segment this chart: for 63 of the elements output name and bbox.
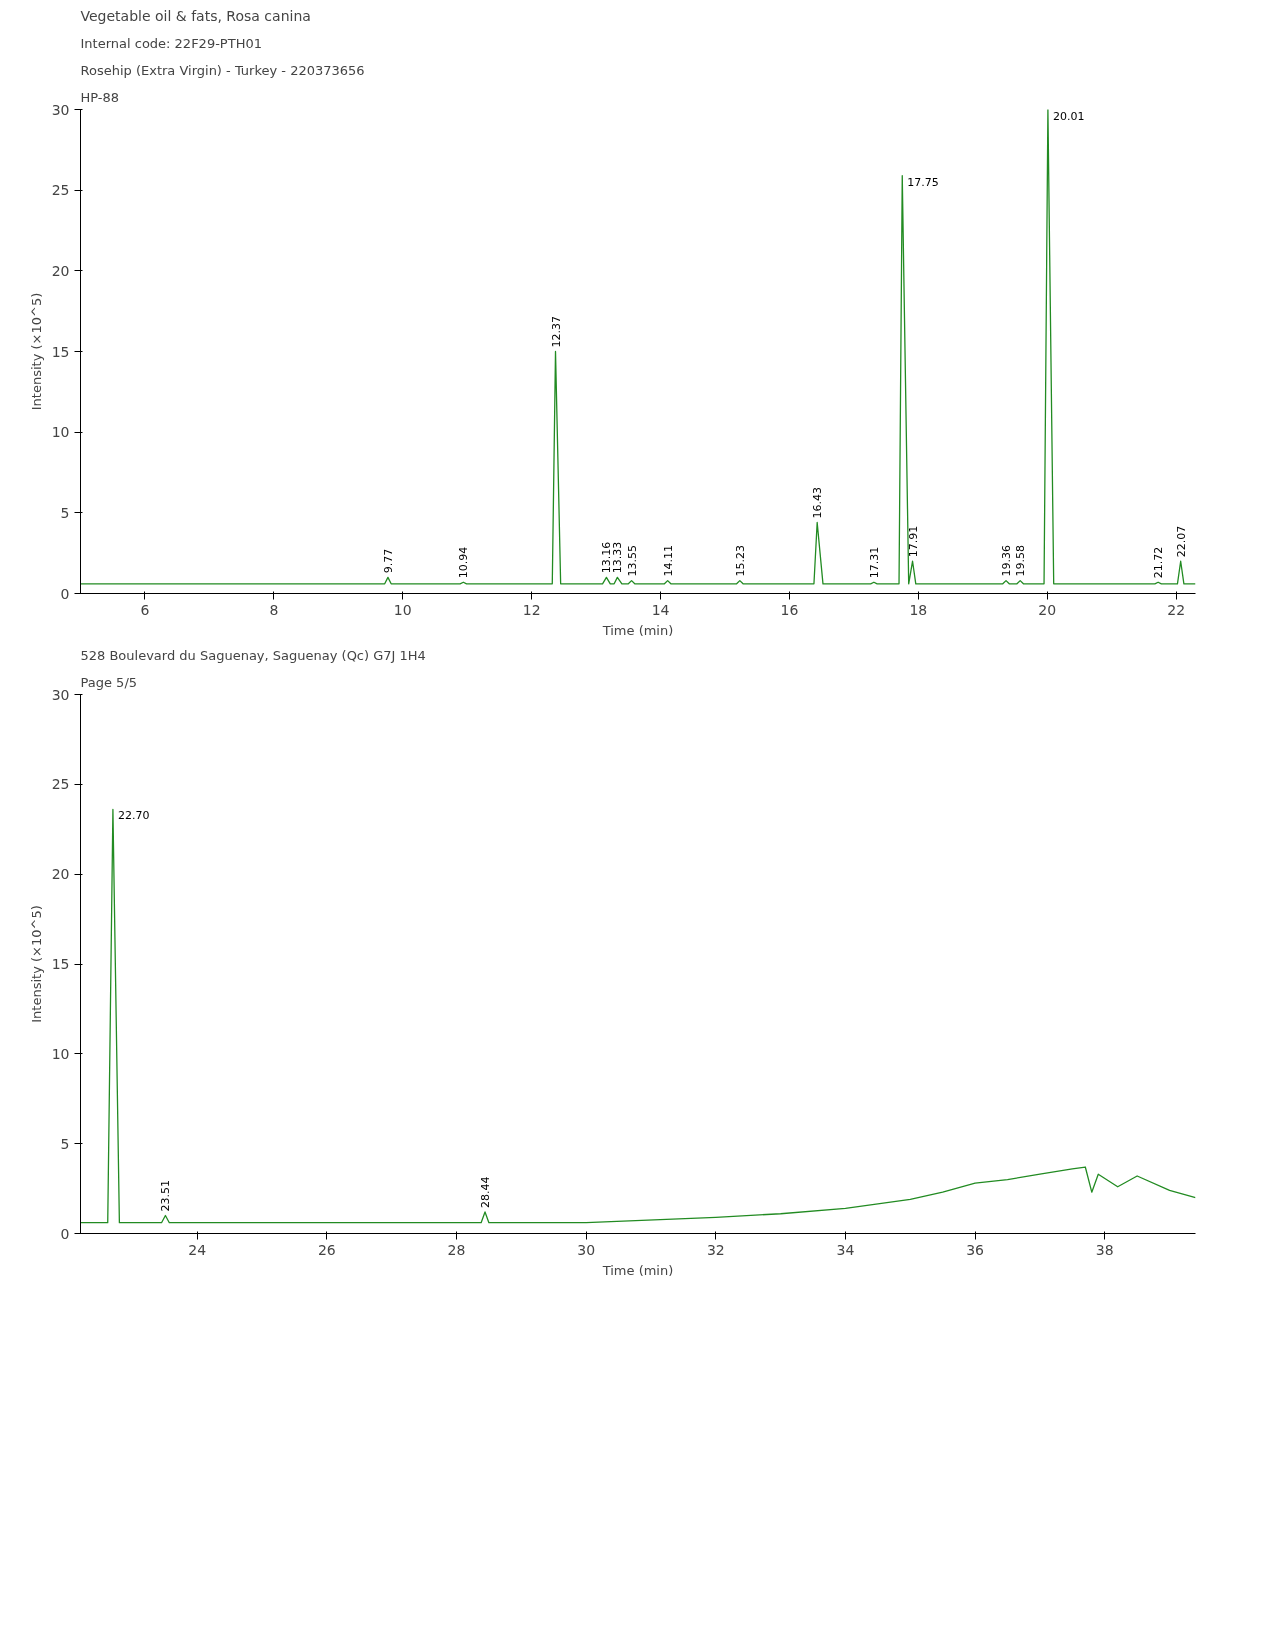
line-series (80, 109, 1196, 585)
x-tick-label: 22 (1167, 601, 1186, 618)
x-tick-label: 38 (1095, 1241, 1114, 1258)
y-tick-label: 20 (51, 866, 70, 883)
y-tick-label: 25 (51, 776, 70, 793)
text: 528 Boulevard du Saguenay, Saguenay (Qc) G7J 1H4 (80, 647, 426, 663)
x-tick-label: 34 (836, 1241, 855, 1258)
x-tick-label: 28 (447, 1241, 466, 1258)
y-tick-label: 5 (60, 1135, 70, 1152)
x-axis-title: Time (min) (601, 1262, 674, 1278)
x-tick-label: 20 (1038, 601, 1057, 618)
y-tick-label: 5 (60, 504, 70, 521)
x-tick-label: 16 (780, 601, 799, 618)
x-tick-label: 36 (966, 1241, 985, 1258)
y-tick-label: 30 (51, 101, 70, 118)
annotation: 17.31 (867, 546, 881, 579)
annotation: 19.36 (1000, 545, 1014, 577)
chart-subtitle: Internal code: 22F29-PTH01 (80, 35, 262, 51)
annotation: 9.77 (381, 548, 395, 574)
x-tick-label: 6 (140, 601, 150, 618)
x-tick-label: 10 (393, 601, 412, 618)
x-tick-label: 24 (188, 1241, 207, 1258)
x-tick-label: 14 (651, 601, 670, 618)
annotation: 23.51 (159, 1180, 173, 1212)
x-axis-title: Time (min) (601, 622, 674, 638)
y-axis-title: Intensity (×10^5) (28, 292, 44, 411)
annotation: 16.43 (811, 487, 825, 519)
annotation: 13.16 (600, 541, 614, 574)
annotation: 13.33 (611, 541, 625, 574)
annotation: 17.91 (906, 525, 920, 558)
text: Page 5/5 (80, 674, 138, 690)
chart-title: Vegetable oil & fats, Rosa canina (80, 7, 311, 24)
annotation: 20.01 (1052, 109, 1085, 123)
y-tick-label: 30 (51, 686, 70, 703)
x-tick-label: 30 (577, 1241, 596, 1258)
line-series (80, 808, 1196, 1224)
x-tick-label: 8 (269, 601, 279, 618)
x-tick-label: 26 (317, 1241, 336, 1258)
annotation: 19.58 (1014, 545, 1028, 577)
text: Rosehip (Extra Virgin) - Turkey - 220373656 (80, 62, 365, 78)
y-tick-label: 0 (60, 585, 70, 602)
annotation: 12.37 (549, 316, 563, 348)
annotation: 15.23 (733, 545, 747, 577)
annotation: 10.94 (457, 546, 471, 579)
y-tick-label: 20 (51, 262, 70, 279)
annotation: 21.72 (1152, 546, 1166, 579)
annotation: 14.11 (661, 545, 675, 577)
x-tick-label: 32 (706, 1241, 725, 1258)
y-tick-label: 0 (60, 1225, 70, 1242)
text: HP-88 (80, 89, 120, 105)
annotation: 17.75 (907, 175, 939, 189)
x-tick-label: 12 (522, 601, 541, 618)
y-tick-label: 15 (51, 343, 70, 360)
y-axis-title: Intensity (×10^5) (28, 905, 44, 1023)
annotation: 22.70 (117, 809, 150, 823)
annotation: 22.07 (1174, 525, 1188, 558)
y-tick-label: 10 (51, 1045, 70, 1062)
annotation: 13.55 (625, 545, 639, 577)
annotation: 28.44 (479, 1176, 493, 1208)
x-tick-label: 18 (909, 601, 928, 618)
y-tick-label: 25 (51, 182, 70, 199)
y-tick-label: 15 (51, 956, 70, 972)
y-tick-label: 10 (51, 424, 70, 441)
